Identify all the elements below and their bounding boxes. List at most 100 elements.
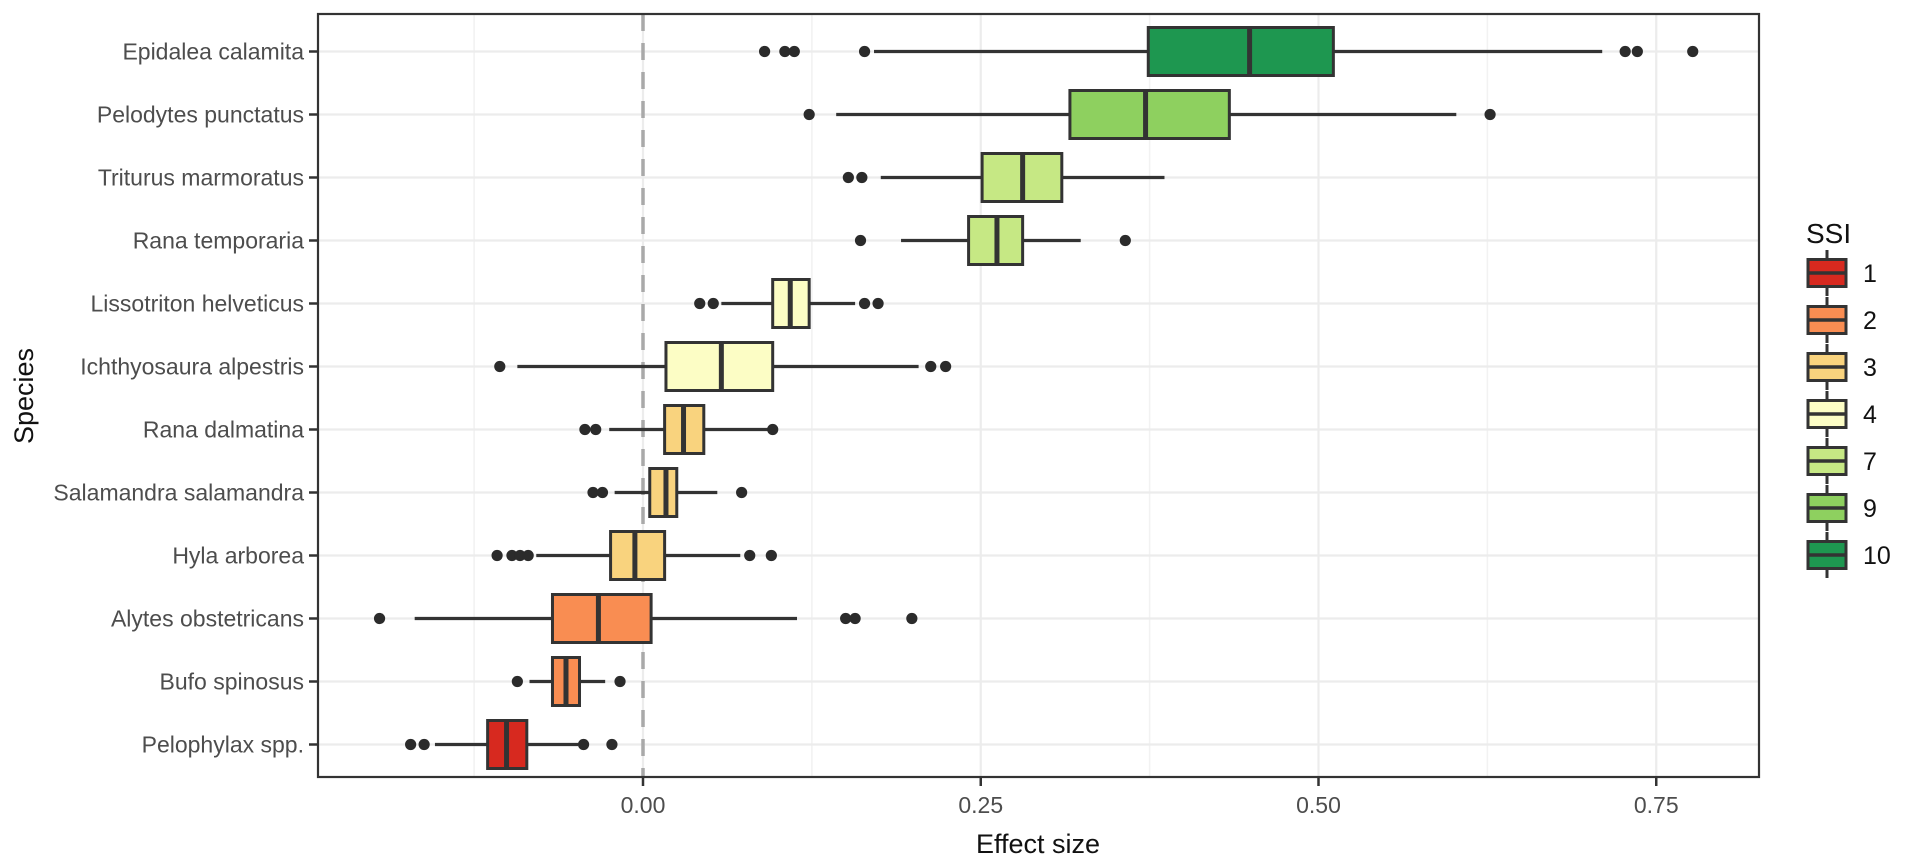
y-tick-label-species: Pelodytes punctatus	[97, 102, 304, 128]
outlier-point	[779, 45, 791, 58]
y-tick-label-species: Alytes obstetricans	[111, 606, 304, 632]
y-tick-label-species: Salamandra salamandra	[53, 480, 304, 506]
y-tick-label-species: Rana dalmatina	[143, 417, 304, 443]
x-axis-title: Effect size	[976, 829, 1100, 859]
outlier-point	[514, 549, 526, 562]
outlier-point	[614, 675, 626, 688]
legend-item: 7	[1806, 438, 1877, 484]
outlier-point	[856, 171, 868, 184]
outlier-point	[854, 234, 867, 247]
outlier-point	[511, 675, 523, 688]
boxplot-row	[579, 404, 779, 455]
panel-background	[318, 14, 1759, 777]
outlier-point	[803, 108, 815, 121]
y-tick-label-species: Triturus marmoratus	[98, 165, 304, 191]
outlier-point	[418, 738, 430, 751]
boxplot-row	[758, 26, 1699, 77]
legend-title: SSI	[1806, 218, 1851, 249]
outlier-point	[590, 423, 602, 436]
legend-item: 9	[1806, 485, 1877, 531]
legend-layer: 1 2 3 4 7 9 10	[1806, 250, 1891, 578]
outlier-point	[940, 360, 952, 373]
outlier-point	[587, 486, 599, 499]
y-tick-label-species: Ichthyosaura alpestris	[80, 354, 304, 380]
x-tick-label: 0.00	[621, 792, 666, 818]
iqr-box	[609, 530, 667, 581]
outlier-point	[858, 297, 871, 310]
legend-item-label: 3	[1863, 354, 1877, 382]
outlier-point	[736, 486, 748, 499]
y-axis-title: Species	[9, 348, 39, 444]
iqr-box	[1146, 26, 1335, 77]
iqr-box	[648, 467, 679, 518]
axes-layer: Epidalea calamita Pelodytes punctatus Trit…	[53, 12, 1761, 818]
y-tick-label-species: Pelophylax spp.	[142, 732, 304, 758]
y-tick-label-species: Bufo spinosus	[160, 669, 304, 695]
boxplot-row	[694, 278, 884, 329]
outlier-point	[1631, 45, 1643, 58]
outlier-point	[373, 612, 386, 625]
boxplot-row	[405, 719, 618, 770]
boxplot-row	[854, 215, 1131, 266]
iqr-box	[1068, 89, 1231, 140]
plot-panel-layer	[318, 14, 1759, 777]
outlier-point	[1619, 45, 1631, 58]
y-tick-label-species: Epidalea calamita	[122, 39, 304, 65]
boxplot-row	[587, 467, 748, 518]
boxplot-row	[373, 593, 918, 644]
outlier-point	[405, 738, 417, 751]
outlier-point	[596, 486, 609, 499]
iqr-box	[550, 593, 653, 644]
y-tick-label-species: Rana temporaria	[133, 228, 305, 254]
y-tick-label-species: Hyla arborea	[172, 543, 304, 569]
y-tick-label-species: Lissotriton helveticus	[91, 291, 305, 317]
outlier-point	[788, 45, 800, 58]
legend-item-label: 1	[1863, 260, 1877, 288]
outlier-point	[744, 549, 756, 562]
legend-item: 3	[1806, 344, 1877, 390]
outlier-point	[1484, 108, 1496, 121]
legend-item-label: 9	[1863, 495, 1877, 523]
legend-item: 2	[1806, 297, 1877, 343]
boxplot-row	[511, 656, 626, 707]
legend-item-label: 10	[1863, 542, 1891, 570]
outlier-point	[1687, 45, 1699, 58]
outlier-point	[767, 423, 779, 436]
outlier-point	[842, 171, 854, 184]
outlier-point	[1119, 234, 1131, 247]
legend-item-label: 2	[1863, 307, 1877, 335]
boxplots-layer	[373, 26, 1699, 770]
legend-item-label: 4	[1863, 401, 1877, 429]
x-tick-label: 0.50	[1296, 792, 1341, 818]
outlier-point	[765, 549, 777, 562]
outlier-point	[758, 45, 771, 58]
legend-item-label: 7	[1863, 448, 1877, 476]
outlier-point	[840, 612, 852, 625]
outlier-point	[579, 423, 591, 436]
outlier-point	[506, 549, 518, 562]
outlier-point	[925, 360, 937, 373]
outlier-point	[494, 360, 506, 373]
outlier-point	[606, 738, 618, 751]
boxplot-row	[842, 152, 1165, 203]
panel-border	[316, 12, 1761, 779]
boxplot-row	[803, 89, 1496, 140]
legend-item: 4	[1806, 391, 1877, 437]
gridlines-layer	[318, 14, 1759, 777]
outlier-point	[577, 738, 590, 751]
outlier-point	[872, 297, 884, 310]
legend-item: 10	[1806, 532, 1891, 578]
outlier-point	[491, 549, 503, 562]
boxplot-row	[491, 530, 777, 581]
outlier-point	[849, 612, 861, 625]
outlier-point	[858, 45, 871, 58]
outlier-point	[906, 612, 918, 625]
x-tick-label: 0.25	[958, 792, 1003, 818]
boxplot-row	[494, 341, 952, 392]
outlier-point	[707, 297, 719, 310]
outlier-point	[694, 297, 706, 310]
legend-item: 1	[1806, 250, 1877, 296]
x-tick-label: 0.75	[1634, 792, 1679, 818]
